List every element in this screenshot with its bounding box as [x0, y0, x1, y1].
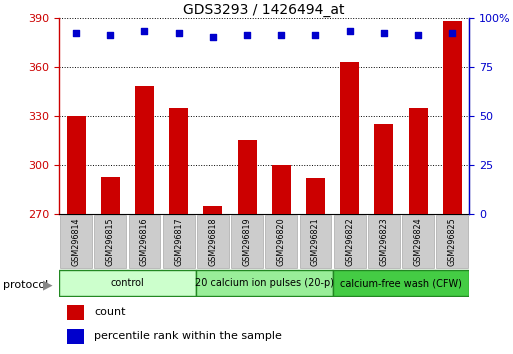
Point	[141, 29, 149, 34]
Text: calcium-free wash (CFW): calcium-free wash (CFW)	[340, 278, 462, 288]
FancyBboxPatch shape	[231, 215, 263, 268]
FancyBboxPatch shape	[94, 215, 126, 268]
FancyBboxPatch shape	[129, 215, 161, 268]
Point	[311, 33, 320, 38]
FancyBboxPatch shape	[334, 215, 366, 268]
Bar	[374, 124, 393, 214]
Point	[209, 34, 217, 40]
Text: GSM296822: GSM296822	[345, 217, 354, 266]
Point	[72, 30, 80, 36]
Text: count: count	[94, 307, 125, 317]
FancyBboxPatch shape	[368, 215, 400, 268]
FancyBboxPatch shape	[300, 215, 331, 268]
Text: GSM296823: GSM296823	[380, 217, 388, 266]
Text: GSM296824: GSM296824	[413, 217, 423, 266]
Bar	[67, 304, 84, 320]
Point	[174, 30, 183, 36]
Point	[448, 30, 457, 36]
Text: GSM296816: GSM296816	[140, 217, 149, 266]
Text: protocol: protocol	[3, 280, 48, 290]
Bar	[135, 86, 154, 214]
Text: percentile rank within the sample: percentile rank within the sample	[94, 331, 282, 342]
Bar	[67, 329, 84, 344]
Bar	[204, 206, 222, 214]
Bar	[443, 21, 462, 214]
Bar	[340, 62, 359, 214]
Point	[346, 29, 354, 34]
Bar	[67, 116, 86, 214]
Bar	[196, 270, 332, 296]
Bar	[59, 270, 196, 296]
Bar	[101, 177, 120, 214]
Point	[414, 33, 422, 38]
Bar	[238, 141, 256, 214]
FancyBboxPatch shape	[265, 215, 297, 268]
Text: control: control	[110, 278, 144, 288]
Bar	[169, 108, 188, 214]
Bar	[332, 270, 469, 296]
FancyBboxPatch shape	[402, 215, 434, 268]
FancyBboxPatch shape	[60, 215, 92, 268]
Text: GSM296818: GSM296818	[208, 217, 218, 266]
Point	[277, 33, 285, 38]
Bar	[409, 108, 427, 214]
Point	[106, 33, 114, 38]
Text: GSM296820: GSM296820	[277, 217, 286, 266]
Text: GSM296821: GSM296821	[311, 217, 320, 266]
Bar	[272, 165, 291, 214]
Title: GDS3293 / 1426494_at: GDS3293 / 1426494_at	[184, 3, 345, 17]
FancyBboxPatch shape	[163, 215, 194, 268]
FancyBboxPatch shape	[437, 215, 468, 268]
Text: 20 calcium ion pulses (20-p): 20 calcium ion pulses (20-p)	[195, 278, 333, 288]
Text: GSM296825: GSM296825	[448, 217, 457, 266]
Text: ▶: ▶	[43, 279, 52, 291]
Bar	[306, 178, 325, 214]
Text: GSM296815: GSM296815	[106, 217, 115, 266]
Text: GSM296814: GSM296814	[72, 217, 81, 266]
Text: GSM296817: GSM296817	[174, 217, 183, 266]
Point	[243, 33, 251, 38]
Text: GSM296819: GSM296819	[243, 217, 251, 266]
FancyBboxPatch shape	[197, 215, 229, 268]
Point	[380, 30, 388, 36]
